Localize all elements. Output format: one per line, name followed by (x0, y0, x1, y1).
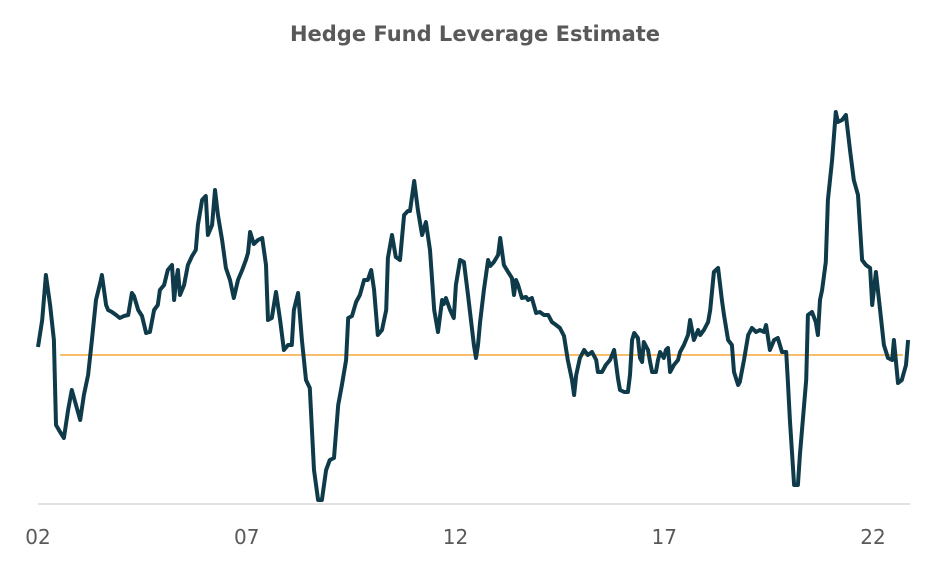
x-axis-ticks: 02 07 12 17 22 (25, 525, 885, 549)
series-points (38, 112, 908, 500)
x-tick-label: 22 (860, 525, 885, 549)
x-tick-label: 02 (25, 525, 50, 549)
chart-title: Hedge Fund Leverage Estimate (290, 22, 660, 46)
x-tick-label: 12 (443, 525, 468, 549)
series-line-leverage (36, 110, 911, 502)
x-tick-label: 07 (234, 525, 259, 549)
x-tick-label: 17 (652, 525, 677, 549)
